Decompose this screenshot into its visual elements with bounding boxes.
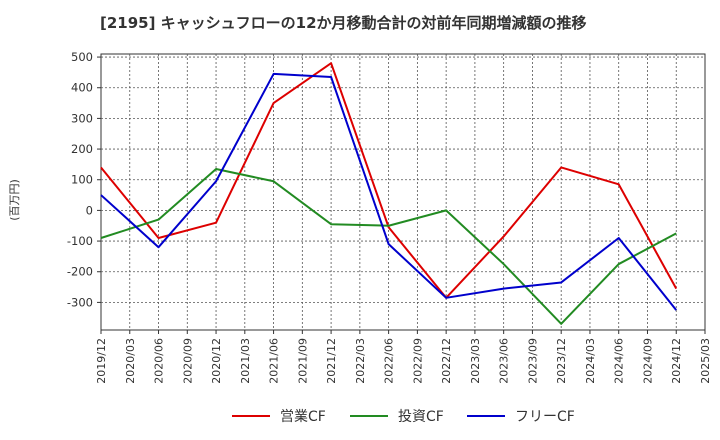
legend-item: フリーCF [467, 404, 575, 428]
x-tick-label: 2023/06 [498, 338, 511, 384]
y-tick-label: 400 [71, 81, 93, 95]
legend-label: 営業CF [280, 409, 326, 425]
x-tick-label: 2021/03 [239, 338, 252, 384]
y-tick-label: 100 [71, 173, 93, 187]
series-layer [100, 62, 678, 325]
axis-layer: 2019/12 2020/03 2020/06 2020/09 2020/12 2021/… [67, 50, 712, 384]
x-tick-label: 2025/03 [699, 338, 712, 384]
y-tick-label: 200 [71, 142, 93, 156]
x-tick-label: 2024/09 [641, 338, 654, 384]
x-tick-label: 2019/12 [95, 338, 108, 384]
y-tick-label: -100 [67, 234, 93, 248]
x-tick-label: 2024/03 [584, 338, 597, 384]
x-tick-label: 2022/06 [383, 338, 396, 384]
legend-item: 営業CF [232, 404, 326, 428]
legend: 営業CF 投資CF フリーCF [0, 404, 720, 428]
x-tick-label: 2024/06 [613, 338, 626, 384]
x-tick-label: 2020/12 [210, 338, 223, 384]
legend-label: フリーCF [515, 409, 575, 425]
y-tick-label: 500 [71, 50, 93, 64]
legend-swatch [350, 415, 388, 417]
series-line [100, 72, 678, 311]
legend-swatch [232, 415, 270, 417]
x-tick-label: 2023/03 [469, 338, 482, 384]
legend-item: 投資CF [350, 404, 444, 428]
x-tick-label: 2023/09 [526, 338, 539, 384]
legend-label: 投資CF [398, 409, 444, 425]
x-tick-label: 2021/09 [296, 338, 309, 384]
chart-title: [2195] キャッシュフローの12か月移動合計の対前年同期増減額の推移 [100, 14, 587, 32]
grid-layer [101, 54, 705, 330]
x-tick-label: 2022/09 [411, 338, 424, 384]
x-tick-label: 2020/06 [153, 338, 166, 384]
y-tick-label: -300 [67, 295, 93, 309]
x-tick-label: 2023/12 [555, 338, 568, 384]
series-line [100, 62, 678, 299]
x-tick-label: 2021/12 [325, 338, 338, 384]
plot-area [100, 53, 706, 331]
x-tick-label: 2020/03 [124, 338, 137, 384]
y-axis-label: (百万円) [8, 179, 21, 221]
y-tick-label: 300 [71, 111, 93, 125]
y-tick-label: 0 [86, 203, 93, 217]
x-tick-label: 2024/12 [670, 338, 683, 384]
x-tick-label: 2020/09 [181, 338, 194, 384]
legend-swatch [467, 415, 505, 417]
x-tick-label: 2022/03 [354, 338, 367, 384]
series-line [100, 168, 677, 325]
y-tick-label: -200 [67, 265, 93, 279]
x-tick-label: 2022/12 [440, 338, 453, 384]
x-tick-label: 2021/06 [268, 338, 281, 384]
